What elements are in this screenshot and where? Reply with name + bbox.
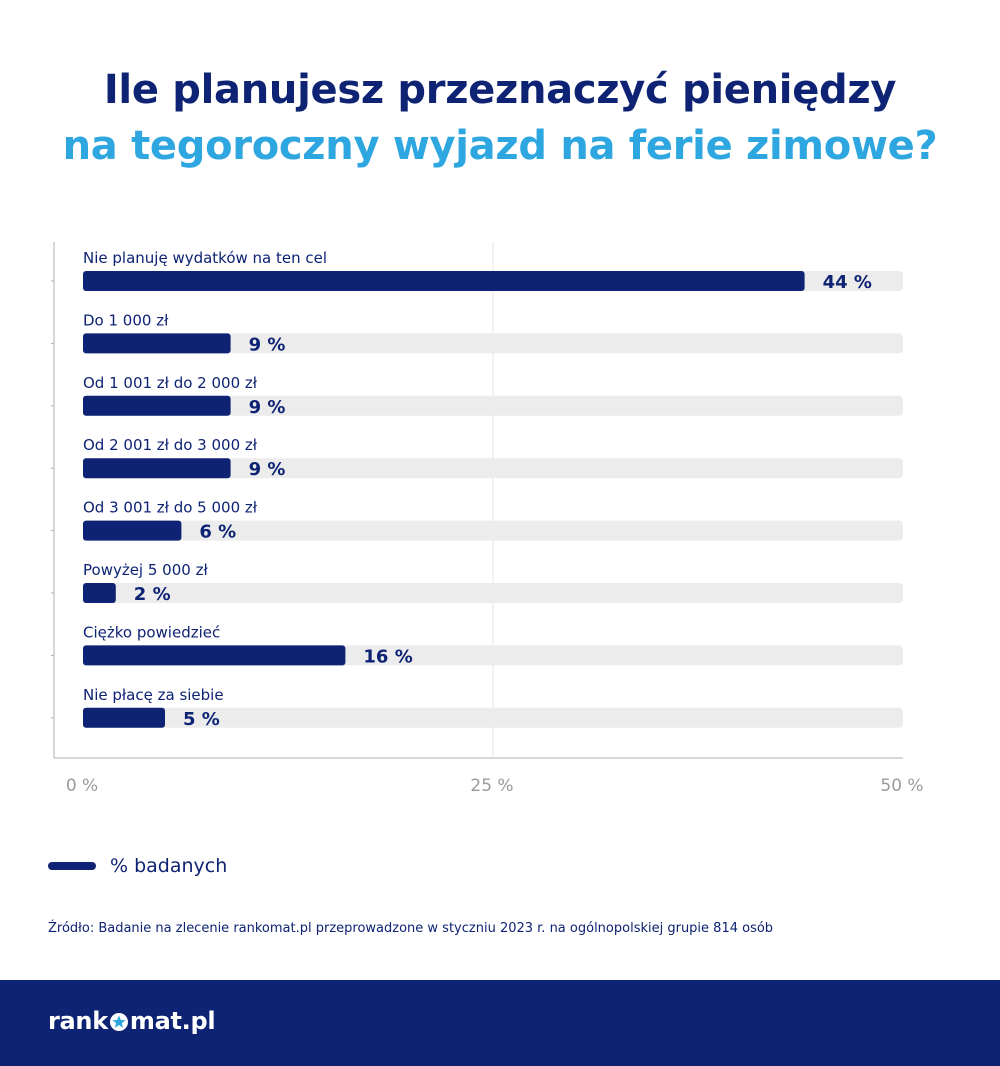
bar-track-4	[83, 520, 903, 541]
chart-title: Ile planujesz przeznaczyć pieniędzy na t…	[0, 62, 1000, 174]
value-label-1: 9 %	[249, 334, 286, 355]
footer-bar: rank mat.pl	[0, 980, 1000, 1066]
title-line-2: na tegoroczny wyjazd na ferie zimowe?	[62, 123, 938, 169]
value-label-3: 9 %	[249, 459, 286, 480]
x-tick-label-0: 0 %	[66, 776, 98, 796]
bar-5	[83, 583, 116, 603]
category-label-7: Nie płacę za siebie	[83, 686, 224, 704]
bar-0	[83, 271, 805, 291]
bar-track-3	[83, 458, 903, 479]
bar-6	[83, 645, 346, 666]
bar-3	[83, 458, 231, 479]
bar-1	[83, 333, 231, 354]
category-label-5: Powyżej 5 000 zł	[83, 561, 208, 579]
value-label-7: 5 %	[183, 709, 220, 730]
title-line-1: Ile planujesz przeznaczyć pieniędzy	[103, 67, 897, 113]
x-tick-label-1: 25 %	[470, 776, 513, 796]
bar-track-1	[83, 333, 903, 354]
value-label-4: 6 %	[199, 522, 236, 543]
source-note: Źródło: Badanie na zlecenie rankomat.pl …	[48, 921, 774, 936]
logo-text-part1: rank	[48, 1007, 108, 1035]
star-o-icon	[109, 1013, 128, 1031]
brand-logo[interactable]: rank mat.pl	[48, 1007, 216, 1035]
category-label-4: Od 3 001 zł do 5 000 zł	[83, 499, 258, 517]
category-label-0: Nie planuję wydatków na ten cel	[83, 249, 327, 267]
logo-text-part2: mat.pl	[129, 1007, 216, 1035]
category-label-1: Do 1 000 zł	[83, 311, 169, 329]
legend-label: % badanych	[110, 855, 228, 877]
bar-7	[83, 707, 165, 728]
legend: % badanych	[48, 853, 227, 879]
category-label-6: Ciężko powiedzieć	[83, 623, 220, 641]
value-label-0: 44 %	[823, 272, 872, 293]
x-tick-label-2: 50 %	[880, 776, 923, 796]
bar-track-2	[83, 395, 903, 416]
category-label-3: Od 2 001 zł do 3 000 zł	[83, 436, 258, 454]
value-label-5: 2 %	[134, 584, 171, 605]
bar-chart: Nie planuję wydatków na ten cel 44 % Do 1 …	[51, 242, 924, 796]
bar-2	[83, 395, 231, 416]
bar-track-7	[83, 707, 903, 728]
value-label-6: 16 %	[363, 646, 412, 667]
value-label-2: 9 %	[249, 397, 286, 418]
category-label-2: Od 1 001 zł do 2 000 zł	[83, 374, 258, 392]
legend-swatch	[48, 862, 96, 870]
bar-track-5	[83, 583, 903, 603]
bar-4	[83, 520, 182, 541]
